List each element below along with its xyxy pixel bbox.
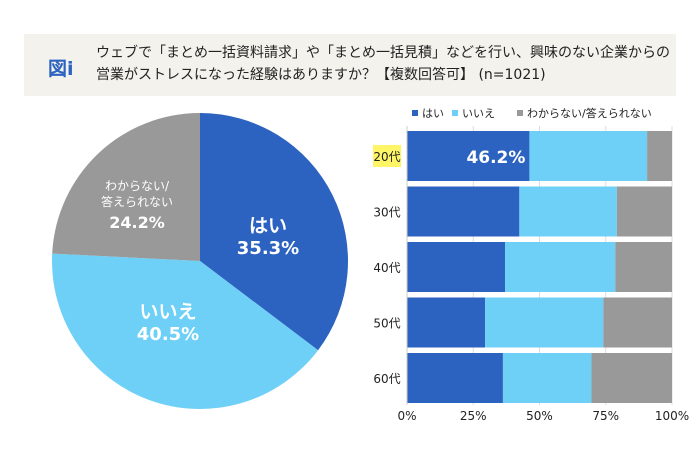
pie-slice-label: 答えられない bbox=[101, 194, 173, 209]
legend-label: いいえ bbox=[462, 107, 495, 120]
bar-segment bbox=[519, 186, 617, 237]
category-highlight bbox=[373, 145, 401, 167]
category-label: 30代 bbox=[373, 206, 400, 220]
pie-slice-value: 35.3% bbox=[237, 238, 299, 259]
bar-segment bbox=[591, 353, 672, 403]
pie-slice bbox=[200, 113, 349, 351]
x-tick-label: 75% bbox=[592, 409, 619, 423]
bar-segment bbox=[615, 242, 672, 292]
legend-label: はい bbox=[422, 107, 444, 120]
legend-swatch bbox=[412, 110, 418, 116]
bar-segment bbox=[407, 297, 486, 348]
category-label: 40代 bbox=[373, 261, 400, 275]
pie-slice bbox=[52, 113, 200, 261]
bar-segment bbox=[407, 186, 520, 237]
pie-slice-label: わからない/ bbox=[105, 179, 170, 193]
bar-segment bbox=[647, 131, 672, 181]
pie-slice-value: 24.2% bbox=[109, 213, 165, 232]
category-label: 20代 bbox=[373, 150, 400, 164]
pie-slice-label: いいえ bbox=[139, 301, 196, 323]
bar-segment bbox=[502, 353, 592, 403]
figure-label: 図i bbox=[48, 58, 74, 80]
bar-segment bbox=[616, 186, 672, 237]
bar-segment bbox=[407, 242, 506, 292]
x-tick-label: 0% bbox=[397, 409, 416, 423]
bar-segment bbox=[407, 353, 503, 403]
pie-slice-label: はい bbox=[249, 215, 287, 237]
bar-segment bbox=[505, 242, 616, 292]
x-tick-label: 50% bbox=[526, 409, 553, 423]
legend-swatch bbox=[517, 110, 523, 116]
bar-segment bbox=[407, 131, 530, 181]
pie-slice bbox=[51, 253, 319, 410]
pie-slice-value: 40.5% bbox=[137, 324, 199, 345]
legend-label: わからない/答えられない bbox=[527, 106, 652, 120]
bar-segment bbox=[485, 297, 604, 348]
bar-segment bbox=[529, 131, 648, 181]
category-label: 50代 bbox=[373, 317, 400, 331]
chart-title: ウェブで「まとめ一括資料請求」や「まとめ一括見積」などを行い、興味のない企業から… bbox=[96, 45, 670, 83]
x-tick-label: 100% bbox=[655, 409, 689, 423]
x-tick-label: 25% bbox=[460, 409, 487, 423]
category-label: 60代 bbox=[373, 372, 400, 386]
bar-segment bbox=[603, 297, 672, 348]
data-label: 46.2% bbox=[466, 148, 525, 168]
legend-swatch bbox=[452, 110, 458, 116]
title-banner: 図i ウェブで「まとめ一括資料請求」や「まとめ一括見積」などを行い、興味のない企… bbox=[24, 34, 676, 96]
